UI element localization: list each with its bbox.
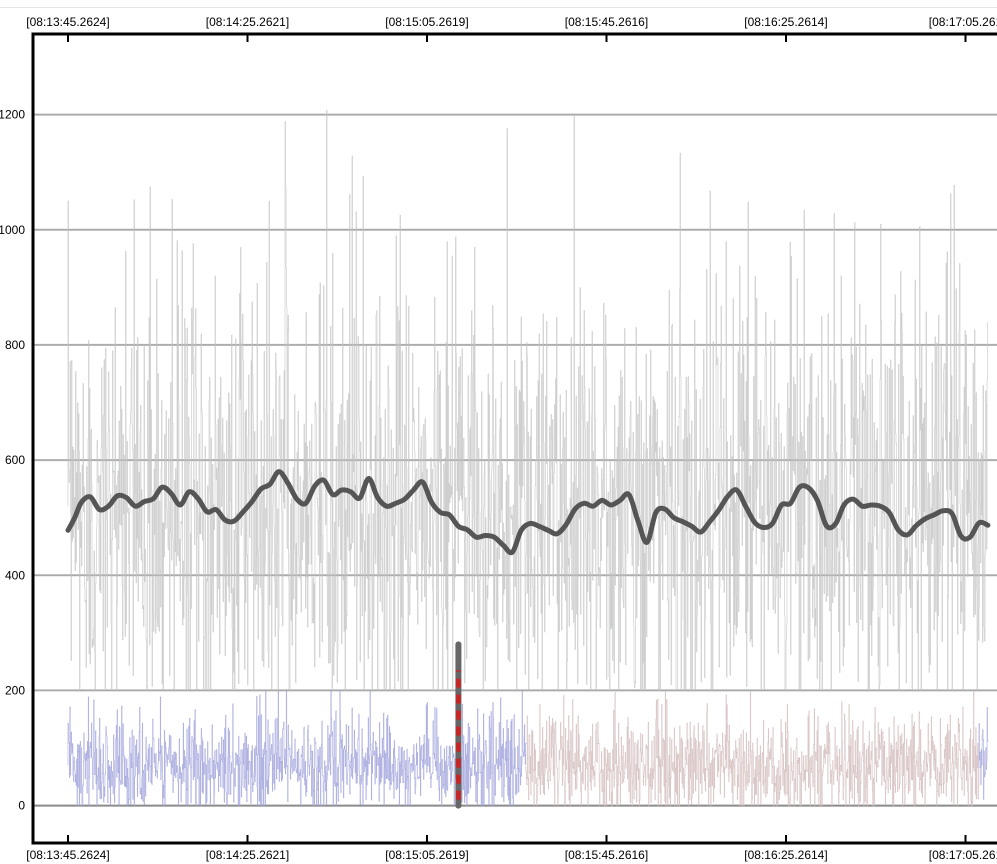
upper-series-points	[71, 109, 988, 691]
y-tick-label-1000: 1000	[0, 223, 25, 237]
moving-average-line	[65, 469, 991, 556]
lower-series-pink-points	[526, 691, 979, 807]
y-tick-label-400: 400	[5, 568, 25, 582]
y-tick-label-1200: 1200	[0, 108, 25, 122]
x-tick-label-bottom-4: [08:16:25.2614]	[744, 848, 827, 862]
y-tick-label-600: 600	[5, 453, 25, 467]
y-tick-label-0: 0	[18, 799, 25, 813]
x-tick-label-bottom-2: [08:15:05.2619]	[385, 848, 468, 862]
lower-series-pink-lines	[525, 690, 980, 806]
x-tick-label-top-5: [08:17:05.261	[929, 15, 997, 29]
plot-area	[34, 109, 997, 809]
x-tick-label-top-2: [08:15:05.2619]	[385, 15, 468, 29]
x-tick-label-bottom-5: [08:17:05.261	[929, 848, 997, 862]
x-tick-label-top-1: [08:14:25.2621]	[206, 15, 289, 29]
x-tick-label-top-0: [08:13:45.2624]	[26, 15, 109, 29]
top-axis-strip	[0, 0, 997, 34]
x-tick-label-bottom-3: [08:15:45.2616]	[565, 848, 648, 862]
x-tick-label-top-4: [08:16:25.2614]	[744, 15, 827, 29]
y-tick-label-200: 200	[5, 683, 25, 697]
lower-series-blue-lines	[67, 690, 526, 806]
y-tick-label-800: 800	[5, 338, 25, 352]
x-tick-label-bottom-0: [08:13:45.2624]	[26, 848, 109, 862]
x-tick-label-bottom-1: [08:14:25.2621]	[206, 848, 289, 862]
x-tick-label-top-3: [08:15:45.2616]	[565, 15, 648, 29]
lower-series-blue-points	[68, 689, 527, 807]
lower-series-blue-tail-points	[978, 707, 989, 778]
upper-series-lines	[67, 110, 988, 691]
plot-frame	[31, 32, 997, 845]
lower-series-blue-tail-lines	[978, 707, 988, 800]
